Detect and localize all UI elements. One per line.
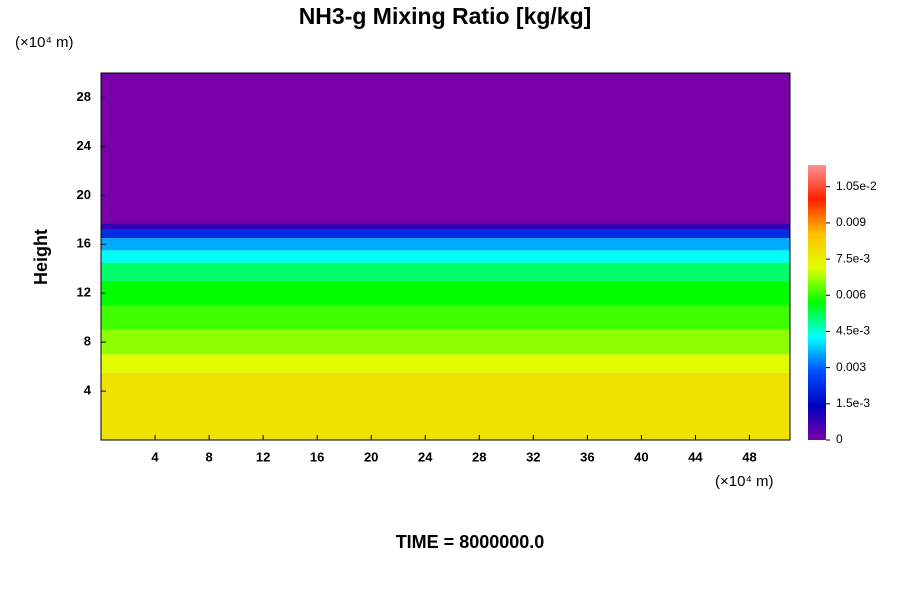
x-tick-label: 12 <box>256 449 270 464</box>
x-tick-label: 20 <box>364 449 378 464</box>
contour-band <box>101 262 790 281</box>
x-tick-label: 40 <box>634 449 648 464</box>
contour-band <box>101 354 790 373</box>
colorbar-tick-label: 0.006 <box>836 287 866 301</box>
contour-band <box>101 250 790 263</box>
colorbar-tick-label: 7.5e-3 <box>836 251 870 265</box>
y-axis-label: Height <box>31 229 51 285</box>
x-tick-label: 32 <box>526 449 540 464</box>
y-tick-label: 12 <box>77 285 91 300</box>
contour-band <box>101 280 790 306</box>
x-tick-label: 8 <box>205 449 212 464</box>
plot-frame <box>100 72 791 441</box>
y-tick-label: 4 <box>84 383 92 398</box>
footer: TIME = 8000000.0 <box>396 532 545 552</box>
x-tick-label: 16 <box>310 449 324 464</box>
y-tick-label: 20 <box>77 187 91 202</box>
y-tick-label: 8 <box>84 334 91 349</box>
x-tick-label: 48 <box>742 449 756 464</box>
y-tick-label: 16 <box>77 236 91 251</box>
x-tick-label: 28 <box>472 449 486 464</box>
y-tick-label: 28 <box>77 89 91 104</box>
y-unit: (×10⁴ m) <box>15 34 74 51</box>
plot-area <box>101 73 790 440</box>
contour-band <box>101 73 790 224</box>
x-unit: (×10⁴ m) <box>715 473 774 490</box>
x-tick-label: 24 <box>418 449 433 464</box>
colorbar <box>808 165 826 440</box>
contour-band <box>101 305 790 330</box>
colorbar-tick-label: 0 <box>836 432 843 446</box>
y-tick-label: 24 <box>77 138 92 153</box>
chart-title: NH3-g Mixing Ratio [kg/kg] <box>299 3 592 29</box>
colorbar-tick-label: 1.05e-2 <box>836 179 877 193</box>
x-tick-label: 4 <box>151 449 159 464</box>
x-tick-label: 36 <box>580 449 594 464</box>
contour-band <box>101 372 790 440</box>
contour-band <box>101 229 790 239</box>
colorbar-tick-label: 0.003 <box>836 360 866 374</box>
contour-band <box>101 238 790 251</box>
colorbar-tick-label: 1.5e-3 <box>836 396 870 410</box>
contour-band <box>101 329 790 355</box>
x-tick-label: 44 <box>688 449 703 464</box>
colorbar-tick-label: 4.5e-3 <box>836 324 870 338</box>
colorbar-tick-label: 0.009 <box>836 215 866 229</box>
contour-band <box>101 223 790 230</box>
